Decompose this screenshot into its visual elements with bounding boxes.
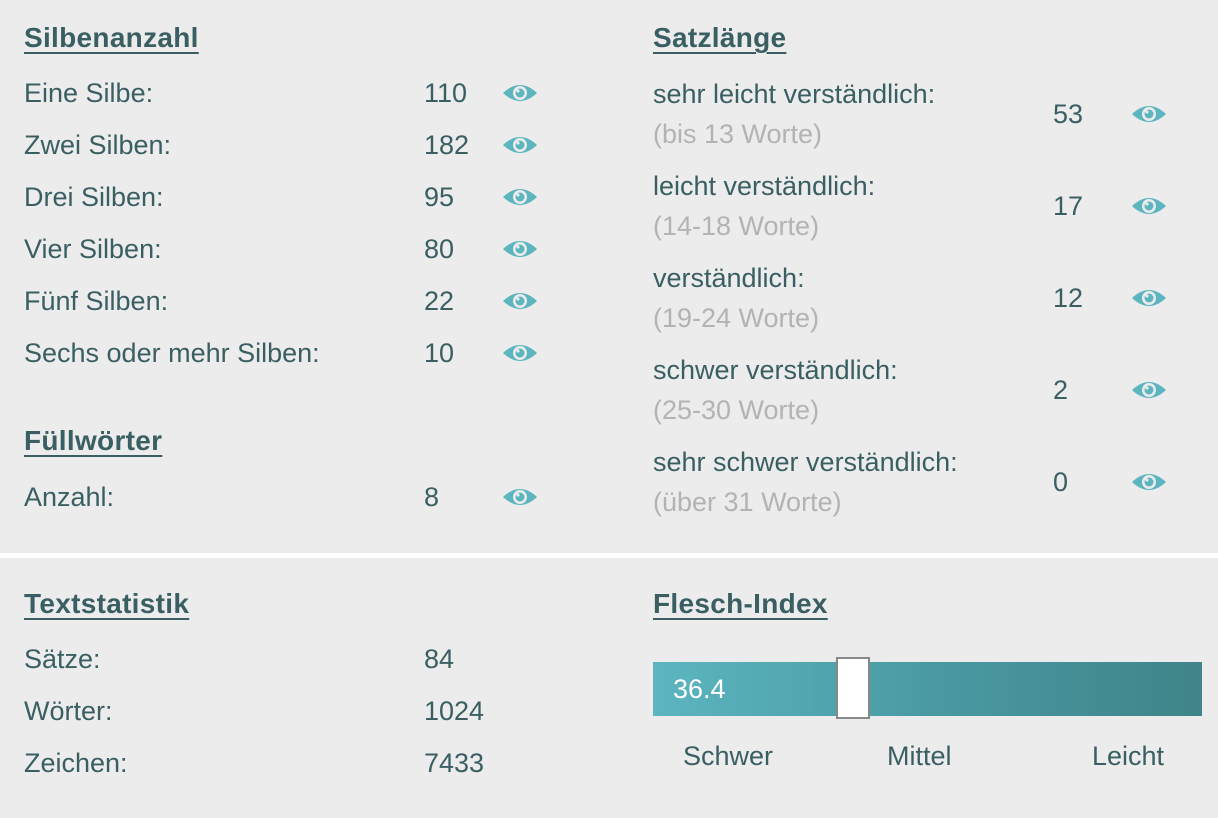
eye-icon[interactable] bbox=[502, 237, 538, 261]
slider-thumb[interactable] bbox=[835, 657, 870, 719]
flesch-index-slider[interactable]: 36.4 bbox=[653, 657, 1202, 719]
bottom-panel: Textstatistik Sätze: 84 Wörter: 1024 Zei… bbox=[0, 558, 1218, 818]
silben-row-drei: Drei Silben: 95 bbox=[24, 171, 624, 223]
silben-row-vier: Vier Silben: 80 bbox=[24, 223, 624, 275]
row-value: 1024 bbox=[424, 696, 485, 726]
row-label: verständlich: bbox=[653, 263, 805, 293]
row-sublabel: (bis 13 Worte) bbox=[653, 119, 823, 149]
row-sublabel: (19-24 Worte) bbox=[653, 303, 820, 333]
row-label: sehr schwer verständlich: bbox=[653, 447, 958, 477]
row-value: 7433 bbox=[424, 748, 485, 778]
satz-row-leicht: leicht verständlich: (14-18 Worte) 17 bbox=[653, 166, 1218, 246]
stats-row-woerter: Wörter: 1024 bbox=[24, 685, 624, 737]
scale-label-leicht: Leicht bbox=[1092, 741, 1165, 771]
row-label: Vier Silben: bbox=[24, 234, 162, 264]
row-label: Anzahl: bbox=[24, 482, 115, 512]
row-value: 95 bbox=[424, 182, 455, 212]
row-value: 8 bbox=[424, 482, 440, 512]
row-label: schwer verständlich: bbox=[653, 355, 898, 385]
silbenanzahl-heading: Silbenanzahl bbox=[24, 22, 199, 53]
eye-icon[interactable] bbox=[1131, 378, 1167, 402]
eye-icon[interactable] bbox=[502, 133, 538, 157]
row-value: 2 bbox=[1053, 375, 1069, 405]
silben-row-sechs: Sechs oder mehr Silben: 10 bbox=[24, 327, 624, 379]
stats-row-zeichen: Zeichen: 7433 bbox=[24, 737, 624, 789]
row-label: Fünf Silben: bbox=[24, 286, 169, 316]
scale-label-mittel: Mittel bbox=[887, 741, 952, 771]
row-value: 17 bbox=[1053, 191, 1084, 221]
satz-row-verstaendlich: verständlich: (19-24 Worte) 12 bbox=[653, 258, 1218, 338]
satzlaenge-heading: Satzlänge bbox=[653, 22, 787, 53]
flesch-index-heading: Flesch-Index bbox=[653, 588, 828, 619]
row-sublabel: (über 31 Worte) bbox=[653, 487, 842, 517]
eye-icon[interactable] bbox=[502, 289, 538, 313]
eye-icon[interactable] bbox=[1131, 194, 1167, 218]
row-value: 53 bbox=[1053, 99, 1084, 129]
row-value: 10 bbox=[424, 338, 455, 368]
eye-icon[interactable] bbox=[1131, 470, 1167, 494]
textstatistik-heading: Textstatistik bbox=[24, 588, 190, 619]
stats-row-saetze: Sätze: 84 bbox=[24, 633, 624, 685]
row-label: Sechs oder mehr Silben: bbox=[24, 338, 320, 368]
eye-icon[interactable] bbox=[1131, 286, 1167, 310]
row-value: 12 bbox=[1053, 283, 1084, 313]
row-value: 84 bbox=[424, 644, 455, 674]
row-value: 80 bbox=[424, 234, 455, 264]
row-label: Sätze: bbox=[24, 644, 101, 674]
satz-row-sehr-schwer: sehr schwer verständlich: (über 31 Worte… bbox=[653, 442, 1218, 522]
fuellwoerter-heading: Füllwörter bbox=[24, 425, 163, 456]
row-sublabel: (25-30 Worte) bbox=[653, 395, 820, 425]
eye-icon[interactable] bbox=[502, 341, 538, 365]
satz-row-sehr-leicht: sehr leicht verständlich: (bis 13 Worte)… bbox=[653, 74, 1218, 154]
top-panel: Silbenanzahl Eine Silbe: 110 Zwei Silben… bbox=[0, 0, 1218, 553]
row-label: Eine Silbe: bbox=[24, 78, 154, 108]
eye-icon[interactable] bbox=[502, 185, 538, 209]
eye-icon[interactable] bbox=[502, 81, 538, 105]
silben-row-zwei: Zwei Silben: 182 bbox=[24, 119, 624, 171]
row-label: Zeichen: bbox=[24, 748, 128, 778]
scale-label-schwer: Schwer bbox=[683, 741, 774, 771]
row-label: Wörter: bbox=[24, 696, 113, 726]
row-label: Zwei Silben: bbox=[24, 130, 172, 160]
eye-icon[interactable] bbox=[1131, 102, 1167, 126]
eye-icon[interactable] bbox=[502, 485, 538, 509]
row-sublabel: (14-18 Worte) bbox=[653, 211, 820, 241]
silben-row-eine: Eine Silbe: 110 bbox=[24, 67, 624, 119]
satz-row-schwer: schwer verständlich: (25-30 Worte) 2 bbox=[653, 350, 1218, 430]
flesch-index-value: 36.4 bbox=[673, 674, 726, 704]
row-label: Drei Silben: bbox=[24, 182, 164, 212]
row-value: 110 bbox=[424, 78, 468, 108]
row-label: sehr leicht verständlich: bbox=[653, 79, 936, 109]
row-value: 182 bbox=[424, 130, 470, 160]
fuell-row-anzahl: Anzahl: 8 bbox=[24, 471, 624, 523]
silben-row-fuenf: Fünf Silben: 22 bbox=[24, 275, 624, 327]
row-value: 22 bbox=[424, 286, 455, 316]
row-value: 0 bbox=[1053, 467, 1069, 497]
row-label: leicht verständlich: bbox=[653, 171, 876, 201]
